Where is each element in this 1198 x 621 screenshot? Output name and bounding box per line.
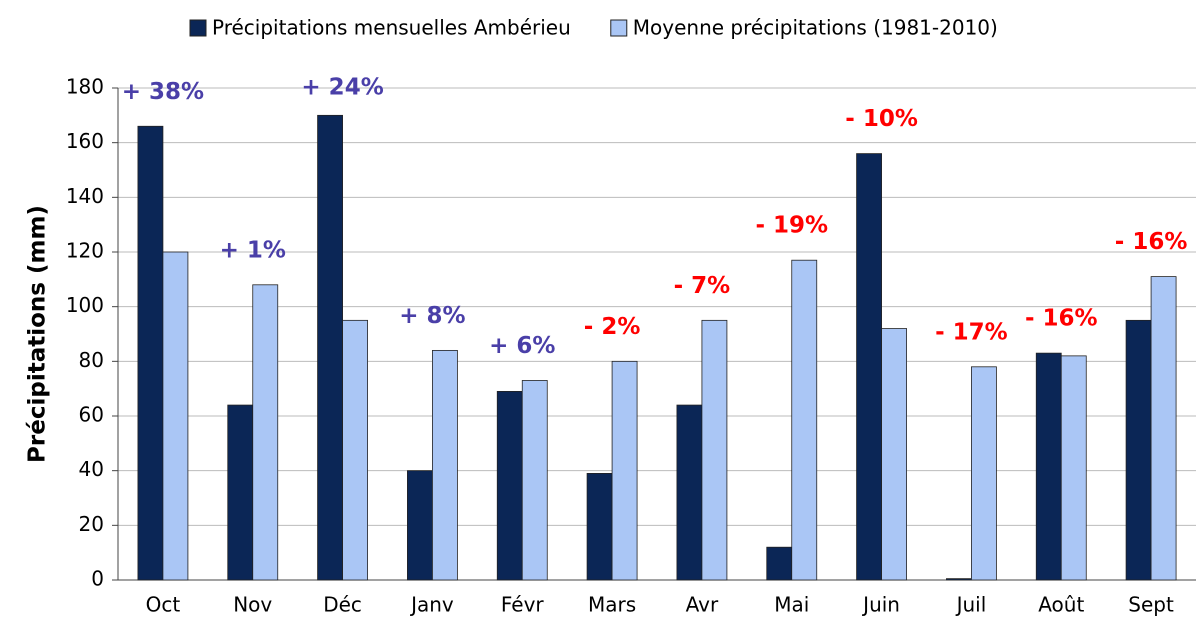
bar — [1035, 352, 1062, 581]
bar — [971, 366, 997, 581]
bar — [227, 404, 254, 581]
y-tick-label: 20 — [79, 512, 104, 536]
y-tick-label: 160 — [66, 129, 104, 153]
bar — [317, 114, 343, 581]
bar — [701, 319, 728, 581]
y-tick-label: 180 — [66, 75, 104, 99]
x-tick-label: Oct — [146, 593, 181, 617]
bar — [766, 546, 793, 581]
x-tick-label: Juin — [861, 593, 900, 617]
annotation: - 2% — [584, 314, 641, 340]
x-tick-label: Nov — [233, 593, 272, 617]
bar — [162, 251, 189, 581]
bar — [856, 153, 882, 581]
y-tick-label: 140 — [66, 184, 104, 208]
bar — [586, 472, 613, 581]
x-tick-label: Juil — [955, 593, 987, 617]
bar — [432, 349, 458, 581]
x-tick-label: Mars — [588, 593, 636, 617]
bar — [946, 578, 972, 581]
annotation: - 7% — [674, 273, 731, 299]
legend-label: Précipitations mensuelles Ambérieu — [212, 16, 571, 40]
x-tick-label: Avr — [686, 593, 719, 617]
annotation: - 10% — [845, 106, 918, 132]
x-tick-label: Sept — [1128, 593, 1174, 617]
x-tick-label: Mai — [774, 593, 809, 617]
bar — [137, 125, 164, 581]
x-tick-label: Janv — [409, 593, 454, 617]
annotation: + 24% — [301, 75, 383, 101]
y-tick-label: 40 — [79, 457, 104, 481]
annotation: - 16% — [1025, 306, 1098, 332]
y-tick-label: 80 — [79, 348, 104, 372]
bar — [676, 404, 703, 581]
x-tick-label: Août — [1038, 593, 1084, 617]
bar — [1060, 355, 1087, 581]
legend-label: Moyenne précipitations (1981-2010) — [633, 16, 998, 40]
annotation: - 19% — [755, 213, 828, 239]
y-tick-label: 60 — [79, 403, 104, 427]
bar — [342, 319, 368, 581]
x-tick-label: Févr — [501, 593, 545, 617]
bar — [1125, 319, 1152, 581]
bar — [252, 284, 279, 581]
bar — [521, 380, 548, 581]
x-tick-label: Déc — [323, 593, 362, 617]
bar — [1150, 276, 1177, 581]
annotation: - 16% — [1115, 229, 1188, 255]
bar — [496, 390, 523, 581]
bar — [407, 470, 433, 581]
annotation: + 6% — [489, 333, 555, 359]
annotation: + 1% — [220, 237, 286, 263]
bar — [881, 328, 907, 581]
annotation: + 8% — [399, 303, 465, 329]
bar — [791, 259, 818, 581]
y-tick-label: 0 — [91, 567, 104, 591]
legend-swatch — [189, 19, 207, 37]
y-tick-label: 120 — [66, 239, 104, 263]
annotation: - 17% — [935, 319, 1008, 345]
y-tick-label: 100 — [66, 293, 104, 317]
bar — [611, 360, 638, 581]
legend-swatch — [610, 19, 628, 37]
annotation: + 38% — [122, 79, 204, 105]
y-axis-label: Précipitations (mm) — [25, 205, 51, 463]
